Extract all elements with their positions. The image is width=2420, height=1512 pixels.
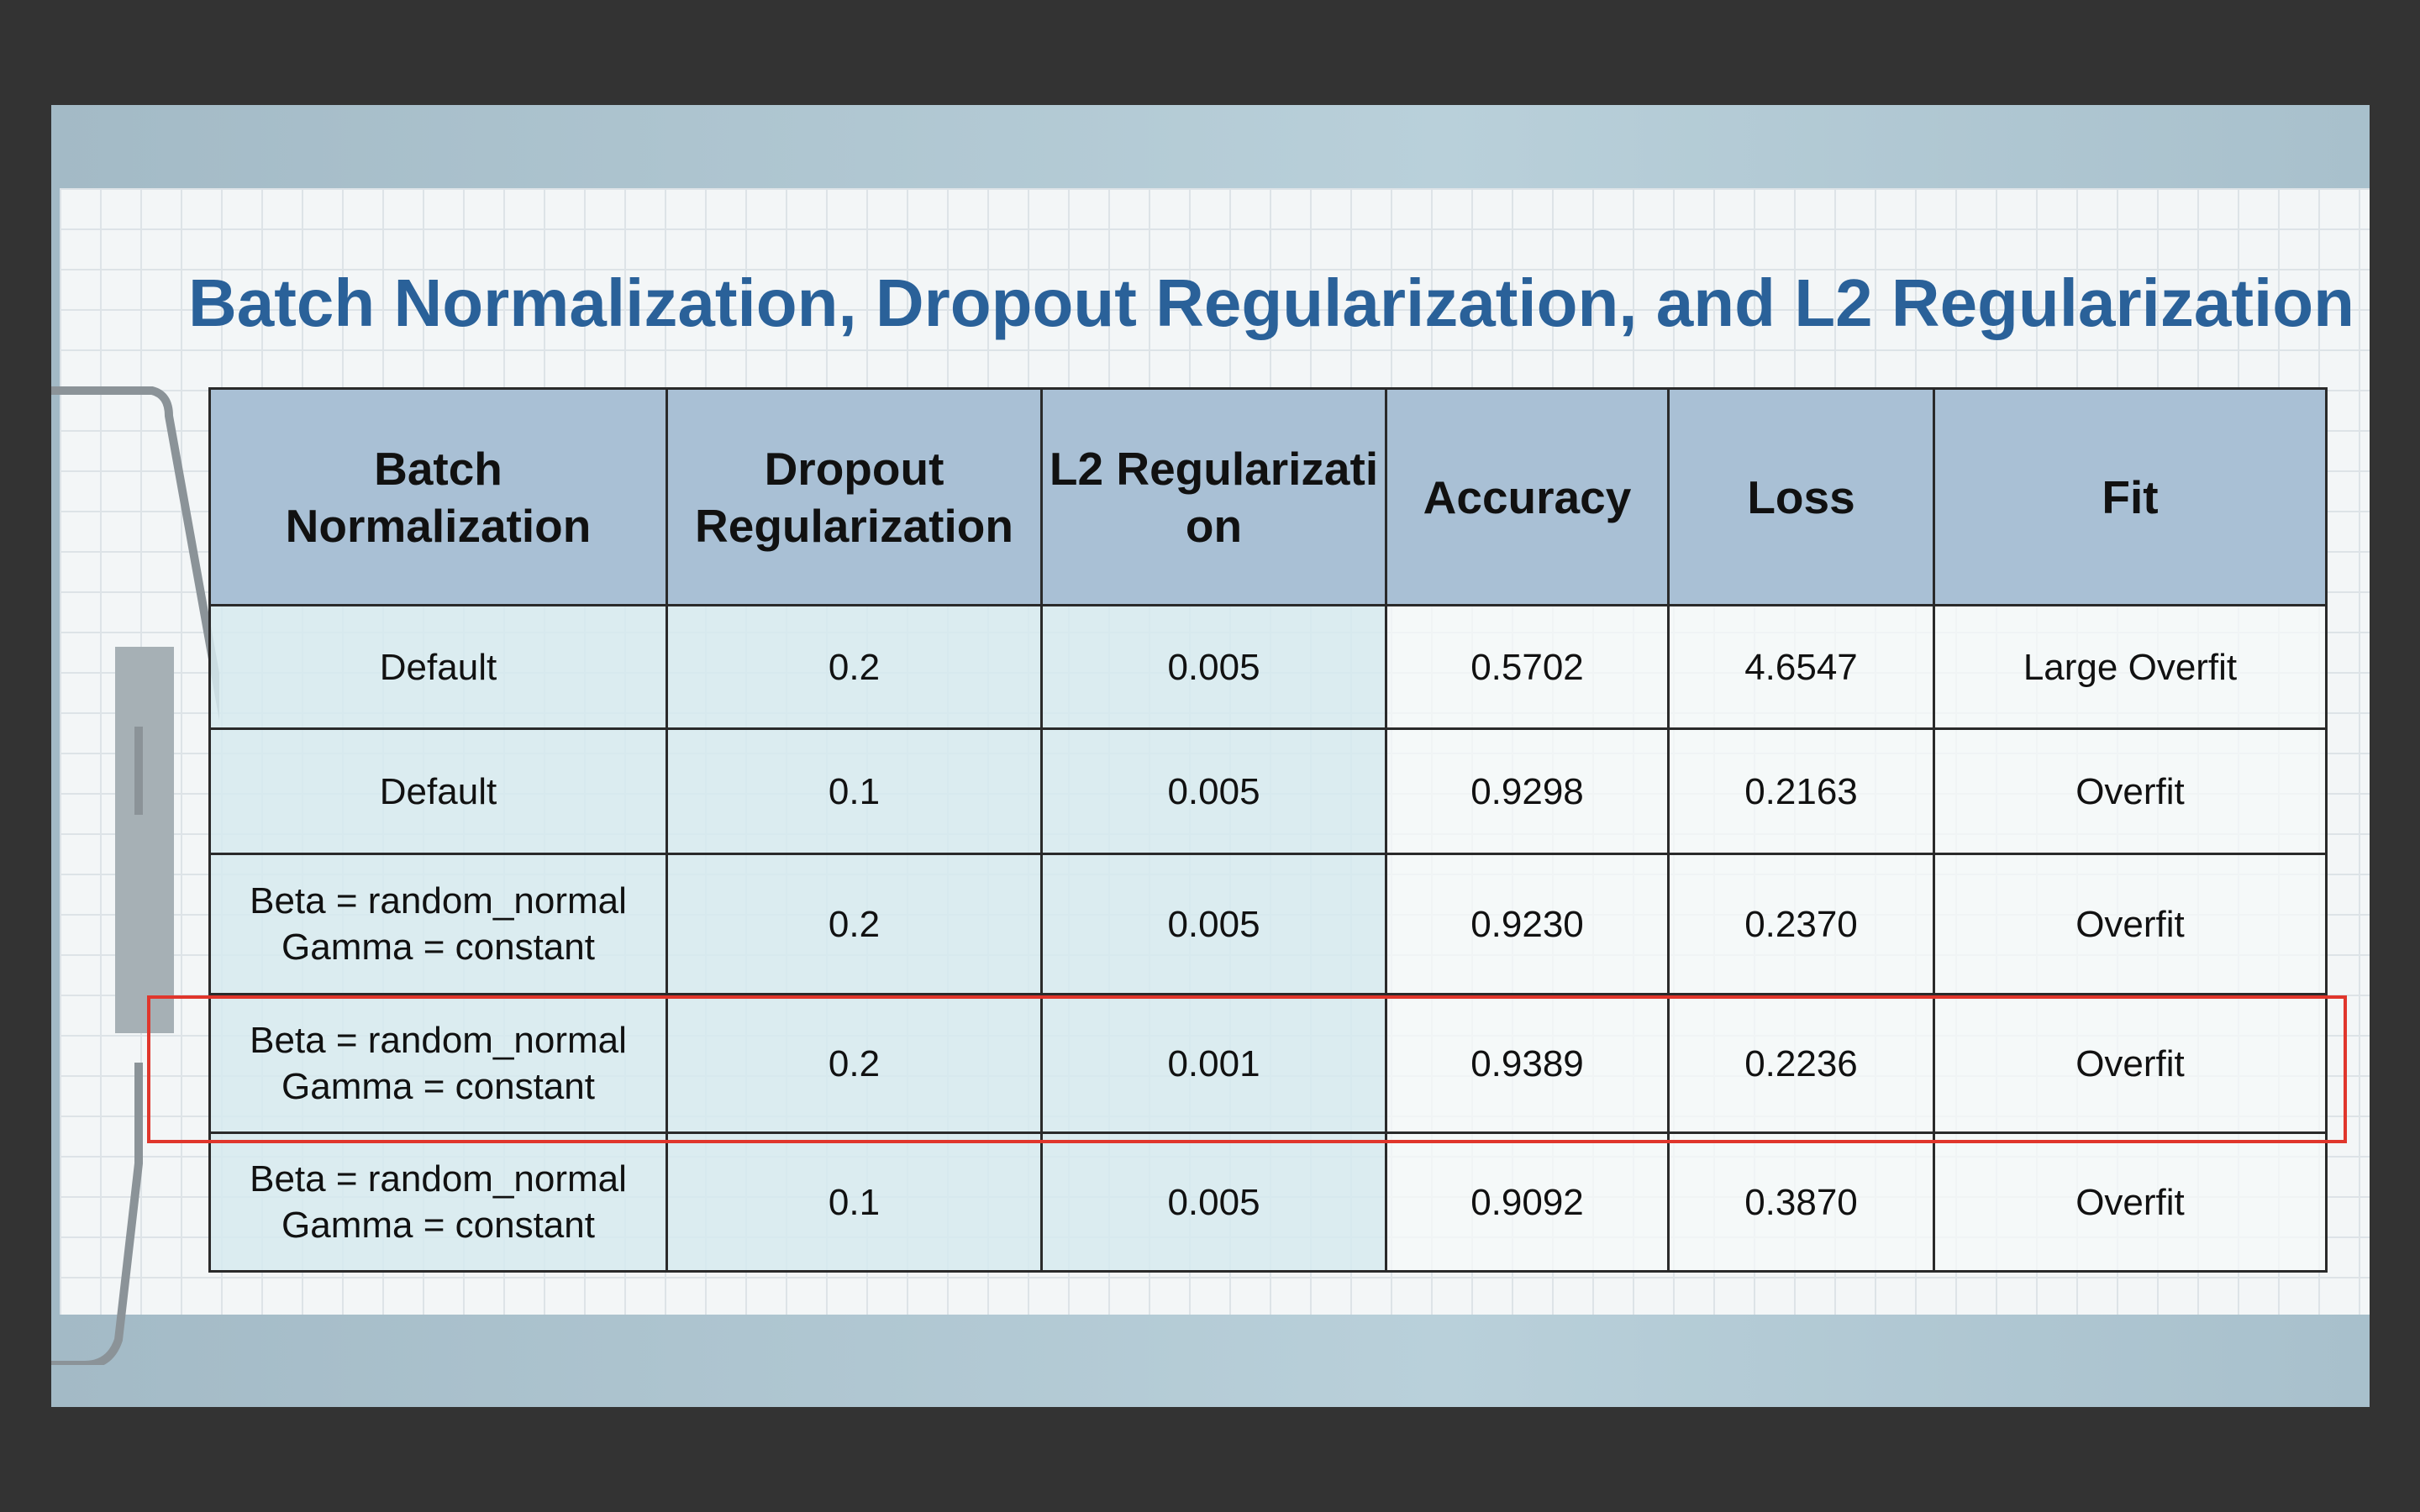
table-cell: Overfit [1933,993,2328,1134]
table-row: Beta = random_normal Gamma = constant 0.1… [208,1131,2328,1273]
table-cell: Beta = random_normal Gamma = constant [208,1131,668,1273]
table-cell: 0.5702 [1385,604,1670,730]
highlight-box [147,995,2347,1143]
header-row: Batch Normalization Dropout Regularizatio… [208,387,2328,606]
table-cell: 0.001 [1040,993,1387,1134]
table-cell: Default [208,604,668,730]
table-row: Default 0.2 0.005 0.5702 4.6547 Large Overfit [208,604,2328,730]
table-cell: 0.2236 [1667,993,1935,1134]
table-cell: 0.2 [666,853,1043,995]
table-body: Default 0.2 0.005 0.5702 4.6547 Large Overfit… [208,604,2328,1273]
table-cell: 0.9298 [1385,727,1670,855]
table-cell: 0.2163 [1667,727,1935,855]
clip-decoration [51,386,219,1365]
table-row: Beta = random_normal Gamma = constant 0.2… [208,853,2328,995]
slide-title: Batch Normalization, Dropout Regularizat… [188,265,2354,340]
table-cell: Overfit [1933,853,2328,995]
table-row: Default 0.1 0.005 0.9298 0.2163 Overfit [208,727,2328,855]
table-cell: 0.9389 [1385,993,1670,1134]
table-cell: 0.9230 [1385,853,1670,995]
table-cell: 0.2370 [1667,853,1935,995]
header-cell: Accuracy [1385,387,1670,606]
table-cell: 0.1 [666,1131,1043,1273]
table-cell: Default [208,727,668,855]
table-cell: Beta = random_normal Gamma = constant [208,993,668,1134]
table-cell: 0.005 [1040,727,1387,855]
results-table: Batch Normalization Dropout Regularizatio… [208,387,2328,1273]
header-cell: Fit [1933,387,2328,606]
table-cell: Large Overfit [1933,604,2328,730]
table-cell: 0.2 [666,993,1043,1134]
slide: Batch Normalization, Dropout Regularizat… [51,105,2370,1407]
table-cell: 4.6547 [1667,604,1935,730]
header-cell: L2 Regularization [1040,387,1387,606]
table-cell: 0.3870 [1667,1131,1935,1273]
header-cell: Batch Normalization [208,387,668,606]
table-cell: 0.005 [1040,1131,1387,1273]
table-cell: 0.1 [666,727,1043,855]
header-cell: Loss [1667,387,1935,606]
table-cell: 0.005 [1040,853,1387,995]
table-cell: Overfit [1933,1131,2328,1273]
table-cell: 0.2 [666,604,1043,730]
header-cell: Dropout Regularization [666,387,1043,606]
table-row: Beta = random_normal Gamma = constant 0.2… [208,993,2328,1134]
table-cell: Overfit [1933,727,2328,855]
table-cell: 0.9092 [1385,1131,1670,1273]
table-cell: Beta = random_normal Gamma = constant [208,853,668,995]
table-cell: 0.005 [1040,604,1387,730]
